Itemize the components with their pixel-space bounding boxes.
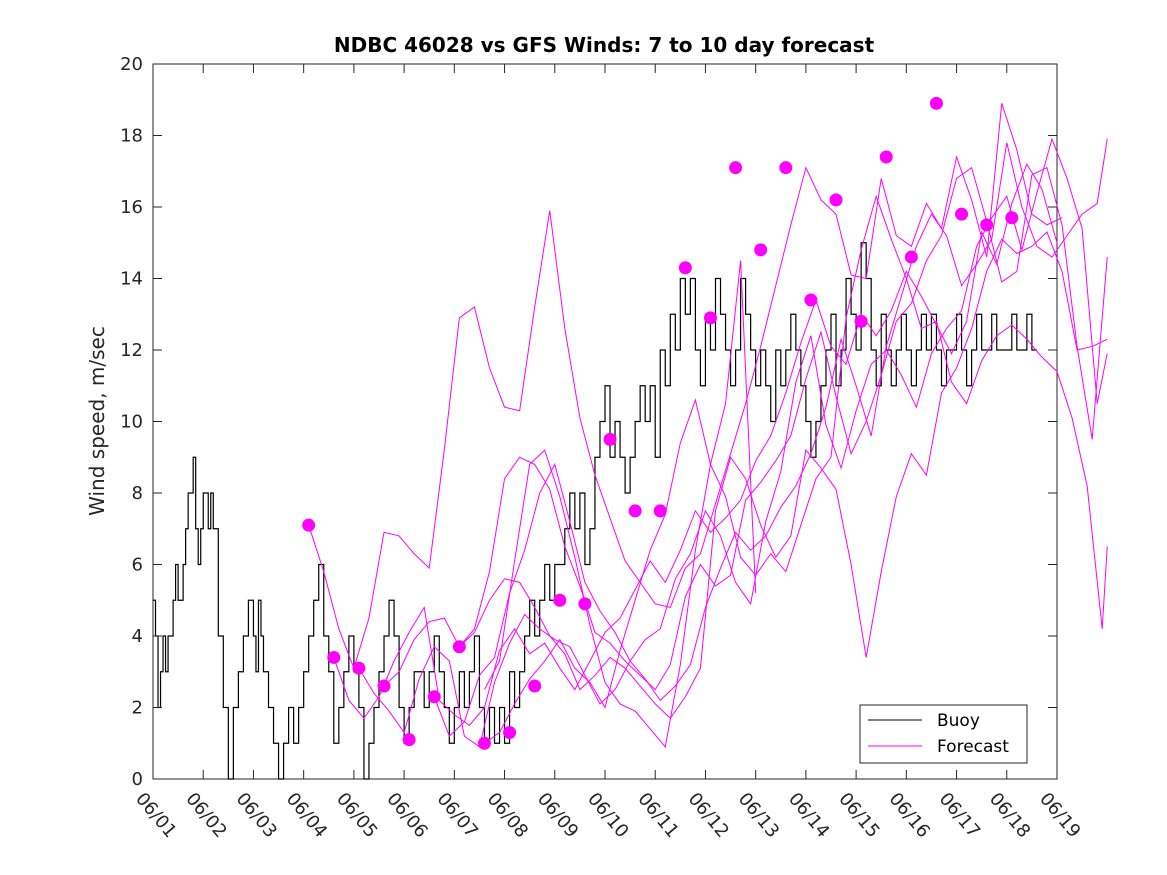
forecast-line-0 — [308, 103, 1063, 670]
x-tick-label: 06/10 — [583, 789, 632, 842]
forecast-marker — [603, 432, 617, 446]
y-tick-label: 18 — [120, 126, 143, 147]
y-tick-label: 10 — [120, 412, 143, 433]
y-tick-label: 6 — [132, 555, 143, 576]
forecast-line-6 — [484, 194, 1108, 744]
forecast-marker — [929, 96, 943, 110]
x-tick-label: 06/18 — [985, 789, 1034, 842]
forecast-marker — [427, 690, 441, 704]
y-tick-label: 14 — [120, 269, 143, 290]
forecast-marker — [377, 679, 391, 693]
forecast-marker — [452, 640, 466, 654]
forecast-marker — [779, 161, 793, 175]
forecast-series — [308, 103, 1108, 748]
forecast-marker — [352, 661, 366, 675]
x-tick-label: 06/03 — [232, 789, 281, 842]
forecast-marker — [955, 207, 969, 221]
y-tick-label: 8 — [132, 483, 143, 504]
forecast-marker — [553, 593, 567, 607]
x-tick-label: 06/12 — [684, 789, 733, 842]
forecast-line-4 — [433, 138, 1108, 737]
forecast-marker — [754, 243, 768, 257]
x-tick-label: 06/17 — [935, 789, 984, 842]
forecast-line-7 — [484, 260, 757, 748]
forecast-marker — [879, 150, 893, 164]
x-tick-label: 06/09 — [533, 789, 582, 842]
forecast-marker — [904, 250, 918, 264]
x-tick-label: 06/11 — [633, 789, 682, 842]
legend: Buoy Forecast — [859, 704, 1028, 764]
x-tick-label: 06/16 — [885, 789, 934, 842]
forecast-marker — [804, 293, 818, 307]
x-tick-label: 06/05 — [332, 789, 381, 842]
x-tick-label: 06/19 — [1035, 789, 1084, 842]
y-tick-label: 12 — [120, 340, 143, 361]
x-tick-label: 06/13 — [734, 789, 783, 842]
forecast-marker — [503, 726, 517, 740]
forecast-marker — [477, 736, 491, 750]
y-tick-label: 2 — [132, 698, 143, 719]
forecast-marker — [854, 314, 868, 328]
forecast-line-5 — [459, 231, 1108, 719]
buoy-line — [153, 242, 1037, 780]
forecast-marker — [678, 261, 692, 275]
y-axis: 0 2 4 6 8 10 12 14 16 18 20 — [120, 54, 1057, 790]
forecast-marker — [703, 311, 717, 325]
legend-buoy-label: Buoy — [937, 711, 980, 731]
forecast-marker — [729, 161, 743, 175]
forecast-marker — [628, 504, 642, 518]
legend-forecast-label: Forecast — [937, 737, 1009, 757]
forecast-marker — [829, 193, 843, 207]
forecast-marker — [980, 218, 994, 232]
y-tick-label: 0 — [132, 769, 143, 790]
x-tick-label: 06/15 — [834, 789, 883, 842]
x-tick-label: 06/04 — [282, 789, 331, 842]
forecast-marker — [528, 679, 542, 693]
x-tick-label: 06/02 — [181, 789, 230, 842]
forecast-marker — [302, 518, 316, 532]
y-tick-label: 20 — [120, 54, 143, 75]
x-tick-label: 06/07 — [433, 789, 482, 842]
chart-title: NDBC 46028 vs GFS Winds: 7 to 10 day for… — [334, 33, 875, 57]
x-tick-label: 06/14 — [784, 789, 833, 842]
legend-box — [859, 704, 1028, 764]
forecast-marker — [653, 504, 667, 518]
forecast-marker — [327, 650, 341, 664]
buoy-series — [153, 242, 1037, 780]
forecast-line-1 — [333, 162, 1058, 727]
x-tick-label: 06/08 — [483, 789, 532, 842]
forecast-marker — [1005, 211, 1019, 225]
forecast-markers — [302, 96, 1019, 750]
y-tick-label: 4 — [132, 626, 143, 647]
forecast-marker — [402, 733, 416, 747]
y-tick-label: 16 — [120, 197, 143, 218]
forecast-marker — [578, 597, 592, 611]
x-tick-label: 06/01 — [131, 789, 180, 842]
plot-area — [152, 63, 1108, 780]
x-tick-label: 06/06 — [382, 789, 431, 842]
y-axis-label: Wind speed, m/sec — [85, 326, 109, 516]
